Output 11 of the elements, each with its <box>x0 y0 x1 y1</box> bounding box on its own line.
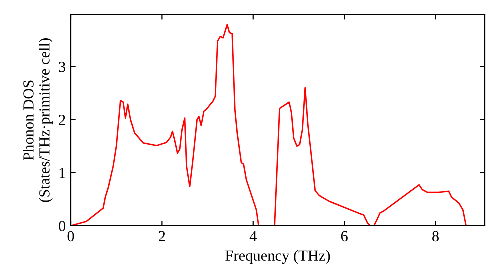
y-tick-label: 2 <box>59 115 66 126</box>
y-tick-label: 3 <box>59 62 66 72</box>
y-axis-title: Phonon DOS (States/THz·primitive cell) <box>23 38 53 202</box>
x-tick-label: 6 <box>341 231 348 242</box>
y-tick-label: 0 <box>59 221 66 232</box>
y-tick-label: 1 <box>60 168 66 178</box>
x-axis-title: Frequency (THz) <box>226 250 330 264</box>
x-tick-label: 2 <box>159 231 166 242</box>
x-tick-label: 0 <box>68 231 74 242</box>
x-tick-label: 4 <box>250 231 257 242</box>
x-tick-label: 8 <box>432 231 439 242</box>
